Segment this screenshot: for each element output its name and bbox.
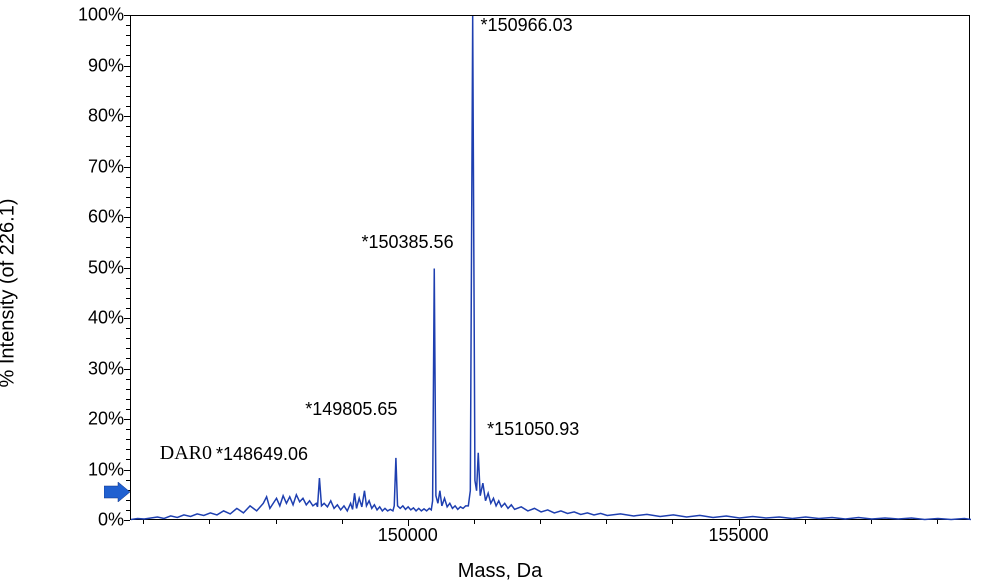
mass-spectrum-chart: % Intensity (of 226.1) Mass, Da 0% 10% 20%… [0, 0, 1000, 585]
y-tick-label: 80% [88, 106, 124, 127]
y-tick-label: 20% [88, 409, 124, 430]
y-tick-label: 100% [78, 5, 124, 26]
x-tick-label: 150000 [378, 525, 438, 546]
y-tick-label: 70% [88, 156, 124, 177]
peak-label: *151050.93 [487, 419, 579, 440]
peak-label: *150385.56 [361, 232, 453, 253]
y-tick-label: 60% [88, 207, 124, 228]
y-tick-label: 90% [88, 55, 124, 76]
peak-label: *149805.65 [305, 399, 397, 420]
x-tick-label: 155000 [708, 525, 768, 546]
peak-label: *150966.03 [481, 15, 573, 36]
dar0-label: DAR0 [160, 442, 212, 465]
y-tick-label: 30% [88, 358, 124, 379]
y-tick-label: 50% [88, 257, 124, 278]
y-tick-label: 0% [98, 510, 124, 531]
y-tick-label: 40% [88, 308, 124, 329]
y-axis-label: % Intensity (of 226.1) [0, 198, 20, 387]
peak-label: *148649.06 [216, 444, 308, 465]
y-tick-label: 10% [88, 459, 124, 480]
x-axis-label: Mass, Da [458, 560, 542, 583]
